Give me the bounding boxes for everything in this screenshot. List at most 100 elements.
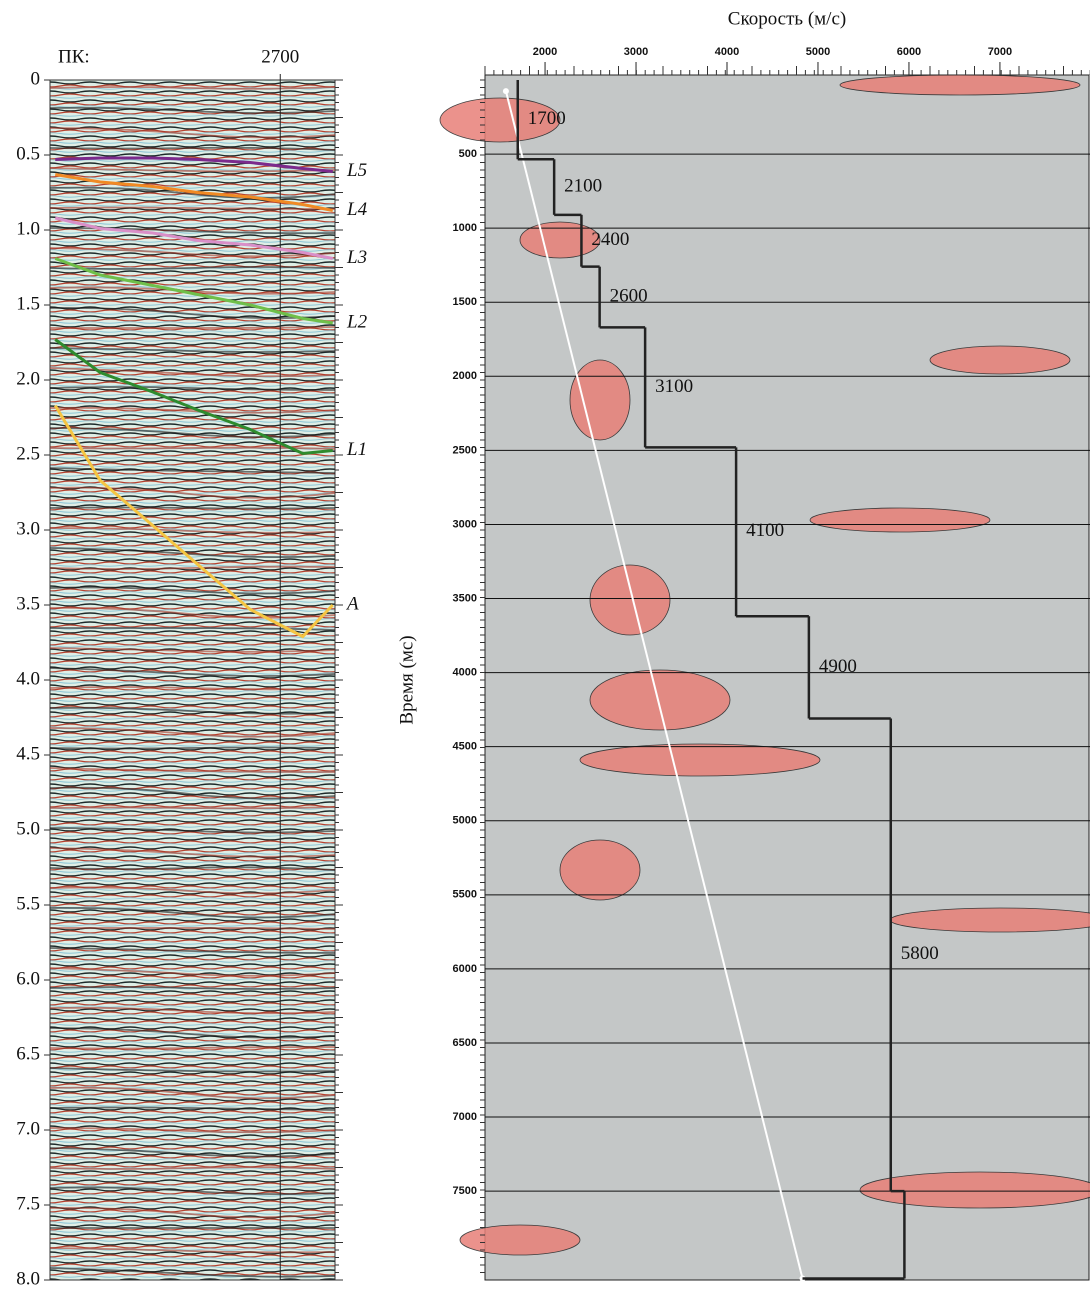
spectrum-blob <box>519 221 601 259</box>
spectrum-blob <box>559 839 641 901</box>
chart-title: Скорость (м/с) <box>728 8 846 29</box>
seismic-texture <box>49 1027 336 1039</box>
velocity-label: 5800 <box>901 943 939 964</box>
seismic-texture <box>49 506 336 510</box>
y-tick-label: 5.5 <box>16 893 40 914</box>
x-tick-label: 2700 <box>261 46 299 67</box>
seismic-texture <box>49 866 336 871</box>
seismic-texture <box>49 1106 336 1111</box>
seismic-texture <box>49 547 336 559</box>
seismic-texture <box>49 667 336 677</box>
seismic-texture <box>49 286 336 295</box>
seismic-texture <box>49 746 336 750</box>
seismic-texture <box>49 767 336 773</box>
spectrum-blob <box>589 669 731 731</box>
y-tick-label: 0 <box>31 68 41 89</box>
x-axis-label: ПК: <box>58 46 90 67</box>
y-tick-label: 7500 <box>453 1185 477 1197</box>
x-tick-label: 4000 <box>715 46 739 58</box>
seismic-texture <box>49 146 336 151</box>
horizon <box>55 173 334 212</box>
horizon-label: L2 <box>346 311 368 332</box>
y-tick-label: 7.5 <box>16 1193 40 1214</box>
seismic-texture <box>49 786 336 800</box>
seismic-texture <box>49 606 336 619</box>
y-tick-label: 2000 <box>453 370 477 382</box>
y-tick-label: 1500 <box>453 296 477 308</box>
y-tick-label: 5500 <box>453 889 477 901</box>
horizon <box>53 404 334 639</box>
seismic-texture <box>49 886 336 895</box>
seismic-texture <box>49 1166 336 1170</box>
seismic-texture <box>49 206 336 210</box>
seismic-texture <box>49 927 336 930</box>
y-tick-label: 4000 <box>453 666 477 678</box>
y-tick-label: 3.5 <box>16 593 40 614</box>
y-axis-label: Время (мс) <box>396 635 417 724</box>
velocity-label: 3100 <box>655 376 693 397</box>
y-tick-label: 0.5 <box>16 143 40 164</box>
y-tick-label: 1000 <box>453 222 477 234</box>
seismic-texture <box>49 1046 336 1050</box>
y-tick-label: 7.0 <box>16 1118 40 1139</box>
x-tick-label: 7000 <box>988 46 1012 58</box>
y-tick-label: 3.0 <box>16 518 40 539</box>
y-tick-label: 2.5 <box>16 443 40 464</box>
average-velocity-line <box>504 90 804 1279</box>
velocity-label: 2400 <box>591 229 629 250</box>
horizon-label: A <box>345 593 359 614</box>
seismic-texture <box>49 947 336 954</box>
x-tick-label: 2000 <box>533 46 557 58</box>
velocity-label: 1700 <box>528 108 566 129</box>
seismic-texture <box>49 1067 336 1073</box>
horizon-label: L3 <box>346 247 367 268</box>
seismic-texture <box>49 686 336 691</box>
seismic-texture <box>49 565 336 570</box>
y-tick-label: 4.5 <box>16 743 40 764</box>
seismic-texture <box>49 727 336 738</box>
spectrum-blob <box>929 345 1071 375</box>
horizon-label: L1 <box>346 439 367 460</box>
horizon <box>55 156 333 173</box>
x-tick-label: 3000 <box>624 46 648 58</box>
velocity-label: 4100 <box>746 520 784 541</box>
y-tick-label: 7000 <box>453 1111 477 1123</box>
seismic-texture <box>49 847 336 858</box>
velocity-label: 4900 <box>819 656 857 677</box>
horizon <box>54 216 334 260</box>
y-tick-label: 4500 <box>453 741 477 753</box>
velocity-label: 2100 <box>564 175 602 196</box>
velocity-point <box>502 88 509 95</box>
y-tick-label: 6500 <box>453 1037 477 1049</box>
y-tick-label: 6000 <box>453 963 477 975</box>
y-tick-label: 3000 <box>453 518 477 530</box>
y-tick-label: 1.5 <box>16 293 40 314</box>
seismic-texture <box>49 827 336 834</box>
seismic-texture <box>49 647 336 653</box>
y-tick-label: 6.5 <box>16 1043 40 1064</box>
spectrum-blob <box>809 507 991 533</box>
spectrum-blob <box>569 359 631 441</box>
x-tick-label: 6000 <box>897 46 921 58</box>
y-tick-label: 5.0 <box>16 818 40 839</box>
seismic-texture <box>49 486 336 499</box>
seismic-texture <box>49 1147 336 1158</box>
seismic-texture <box>49 1186 336 1196</box>
seismic-texture <box>49 247 336 258</box>
seismic-texture <box>49 386 336 391</box>
seismic-texture <box>49 706 336 715</box>
seismic-texture <box>49 406 336 414</box>
seismic-texture <box>49 1127 336 1134</box>
spectrum-blob <box>439 97 561 143</box>
spectrum-blob <box>889 907 1090 933</box>
spectrum-blob <box>589 564 671 636</box>
spectrum-blob <box>459 1224 581 1256</box>
y-tick-label: 500 <box>459 148 477 160</box>
velocity-label: 2600 <box>610 285 648 306</box>
y-tick-label: 4.0 <box>16 668 40 689</box>
seismic-texture <box>49 527 336 534</box>
y-tick-label: 6.0 <box>16 968 40 989</box>
y-tick-label: 1.0 <box>16 218 40 239</box>
horizon-label: L5 <box>346 160 367 181</box>
